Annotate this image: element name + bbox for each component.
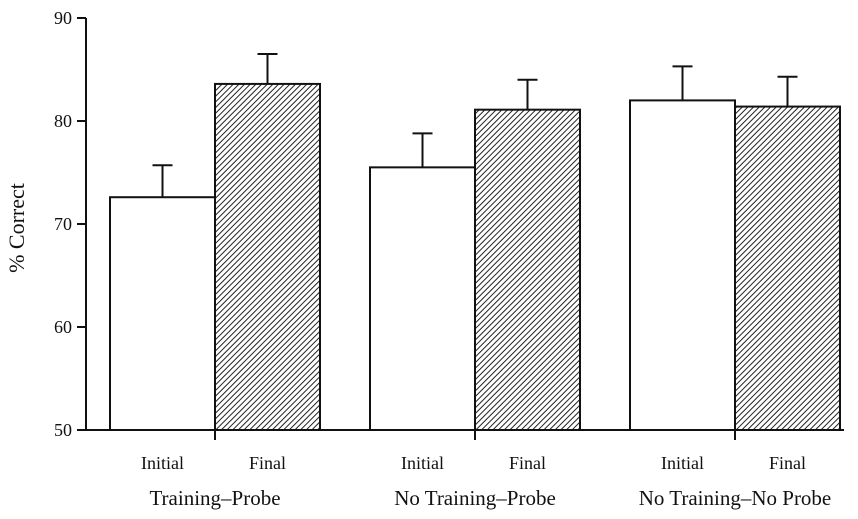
y-tick-label: 70 [54,214,72,234]
category-label: Initial [401,453,444,473]
bar-initial [109,196,216,431]
bar-final [734,105,841,432]
bar-initial [629,99,736,432]
category-label: Final [509,453,546,473]
y-axis-label: % Correct [4,183,29,273]
group-label: No Training–Probe [394,486,556,510]
y-tick-label: 80 [54,111,72,131]
bar-final [474,108,581,431]
y-tick-label: 50 [54,420,72,440]
bars [109,53,841,432]
bar-final [214,82,321,431]
y-tick-label: 60 [54,317,72,337]
group-label: No Training–No Probe [639,486,832,510]
category-label: Final [249,453,286,473]
category-label: Initial [141,453,184,473]
category-label: Final [769,453,806,473]
category-label: Initial [661,453,704,473]
bar-initial [369,166,476,431]
y-tick-label: 90 [54,8,72,28]
group-label: Training–Probe [149,486,280,510]
labels: 50 60 70 80 90 Initial Final Training–Probe Init… [54,8,831,510]
